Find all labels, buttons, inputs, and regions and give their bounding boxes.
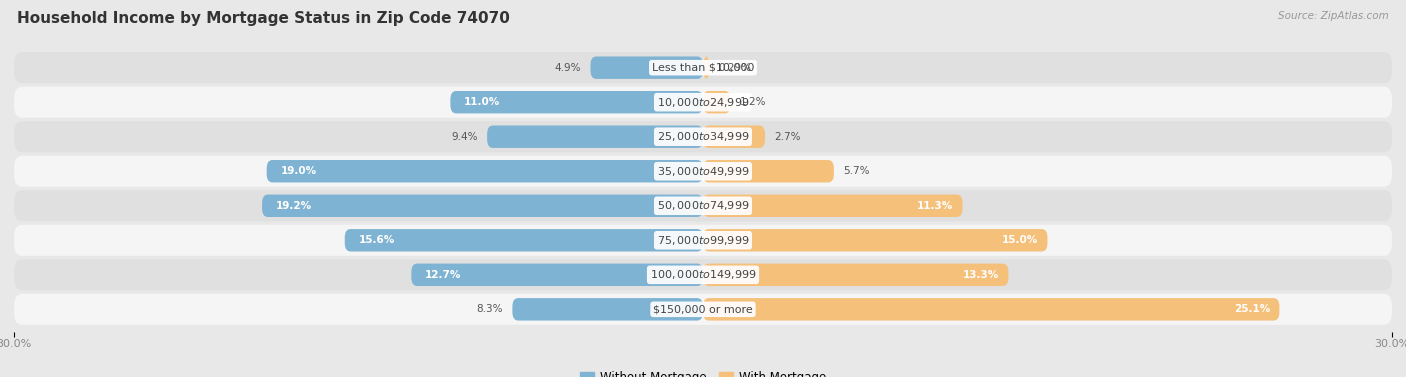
FancyBboxPatch shape bbox=[14, 121, 1392, 152]
Text: 19.2%: 19.2% bbox=[276, 201, 312, 211]
FancyBboxPatch shape bbox=[703, 195, 963, 217]
Text: 19.0%: 19.0% bbox=[280, 166, 316, 176]
Text: 8.3%: 8.3% bbox=[477, 304, 503, 314]
Text: 13.3%: 13.3% bbox=[963, 270, 1000, 280]
Text: 9.4%: 9.4% bbox=[451, 132, 478, 142]
FancyBboxPatch shape bbox=[267, 160, 703, 182]
FancyBboxPatch shape bbox=[14, 190, 1392, 221]
FancyBboxPatch shape bbox=[14, 87, 1392, 118]
Text: Household Income by Mortgage Status in Zip Code 74070: Household Income by Mortgage Status in Z… bbox=[17, 11, 510, 26]
Text: 0.29%: 0.29% bbox=[718, 63, 752, 73]
FancyBboxPatch shape bbox=[262, 195, 703, 217]
Text: 2.7%: 2.7% bbox=[775, 132, 800, 142]
FancyBboxPatch shape bbox=[703, 57, 710, 79]
Text: $50,000 to $74,999: $50,000 to $74,999 bbox=[657, 199, 749, 212]
FancyBboxPatch shape bbox=[703, 298, 1279, 320]
FancyBboxPatch shape bbox=[703, 160, 834, 182]
FancyBboxPatch shape bbox=[14, 52, 1392, 83]
Text: $10,000 to $24,999: $10,000 to $24,999 bbox=[657, 96, 749, 109]
Text: $25,000 to $34,999: $25,000 to $34,999 bbox=[657, 130, 749, 143]
Legend: Without Mortgage, With Mortgage: Without Mortgage, With Mortgage bbox=[575, 366, 831, 377]
Text: 5.7%: 5.7% bbox=[844, 166, 869, 176]
Text: Source: ZipAtlas.com: Source: ZipAtlas.com bbox=[1278, 11, 1389, 21]
FancyBboxPatch shape bbox=[703, 91, 731, 113]
Text: Less than $10,000: Less than $10,000 bbox=[652, 63, 754, 73]
Text: 15.6%: 15.6% bbox=[359, 235, 395, 245]
FancyBboxPatch shape bbox=[703, 264, 1008, 286]
Text: 11.3%: 11.3% bbox=[917, 201, 953, 211]
FancyBboxPatch shape bbox=[412, 264, 703, 286]
Text: $100,000 to $149,999: $100,000 to $149,999 bbox=[650, 268, 756, 281]
FancyBboxPatch shape bbox=[14, 259, 1392, 290]
Text: 25.1%: 25.1% bbox=[1234, 304, 1270, 314]
Text: 1.2%: 1.2% bbox=[740, 97, 766, 107]
Text: 11.0%: 11.0% bbox=[464, 97, 501, 107]
FancyBboxPatch shape bbox=[344, 229, 703, 251]
Text: 15.0%: 15.0% bbox=[1002, 235, 1038, 245]
FancyBboxPatch shape bbox=[486, 126, 703, 148]
Text: 4.9%: 4.9% bbox=[555, 63, 581, 73]
Text: $75,000 to $99,999: $75,000 to $99,999 bbox=[657, 234, 749, 247]
FancyBboxPatch shape bbox=[512, 298, 703, 320]
FancyBboxPatch shape bbox=[703, 126, 765, 148]
FancyBboxPatch shape bbox=[591, 57, 703, 79]
FancyBboxPatch shape bbox=[14, 294, 1392, 325]
Text: $150,000 or more: $150,000 or more bbox=[654, 304, 752, 314]
FancyBboxPatch shape bbox=[14, 156, 1392, 187]
FancyBboxPatch shape bbox=[703, 229, 1047, 251]
Text: $35,000 to $49,999: $35,000 to $49,999 bbox=[657, 165, 749, 178]
Text: 12.7%: 12.7% bbox=[425, 270, 461, 280]
FancyBboxPatch shape bbox=[450, 91, 703, 113]
FancyBboxPatch shape bbox=[14, 225, 1392, 256]
